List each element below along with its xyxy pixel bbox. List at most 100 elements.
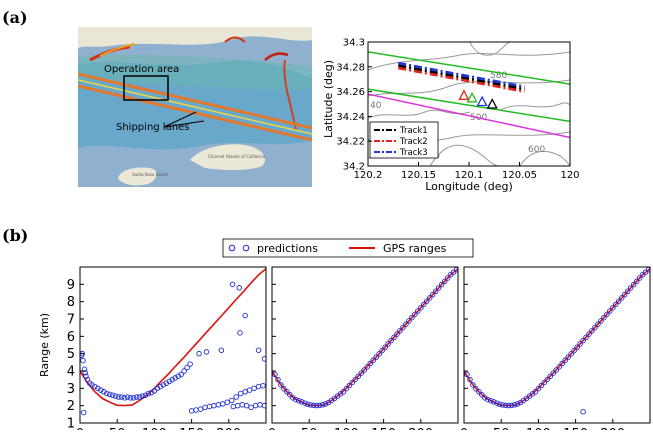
prediction-point	[429, 291, 436, 298]
prediction-point	[136, 394, 143, 400]
prediction-point	[184, 364, 190, 371]
prediction-point	[397, 328, 403, 334]
prediction-point	[418, 304, 424, 311]
range-y-tick-label: 2	[67, 399, 75, 414]
prediction-point	[95, 385, 101, 392]
track-y-tick-label-2: 34.24	[336, 112, 365, 123]
panel-b-label: (b)	[2, 226, 28, 245]
prediction-point	[385, 341, 391, 347]
contour-label-580: 580	[490, 71, 507, 81]
prediction-point	[272, 371, 278, 378]
prediction-point	[355, 373, 362, 379]
prediction-point	[237, 390, 244, 397]
map-arrow-2	[163, 120, 205, 128]
prediction-point	[104, 390, 110, 397]
range-subplot-1: 050100150200123456789	[67, 266, 267, 434]
track-x-tick-label-4: 120	[560, 170, 579, 181]
prediction-point	[406, 318, 412, 324]
prediction-point	[592, 324, 598, 331]
prediction-point	[505, 402, 512, 409]
receiver-triangle-1	[458, 89, 470, 100]
prediction-point	[89, 382, 95, 388]
range-y-tick-label: 5	[67, 347, 75, 362]
shipping-density-map: Operation area Shipping lanes Santa Rosa…	[78, 27, 312, 187]
prediction-point	[580, 337, 586, 344]
prediction-point	[293, 396, 299, 403]
prediction-point	[604, 311, 610, 318]
prediction-point	[218, 347, 225, 353]
range-y-tick-label: 1	[67, 417, 75, 431]
prediction-point	[124, 394, 131, 400]
prediction-point	[541, 379, 548, 386]
track-y-tick-label-0: 34.2	[343, 162, 365, 173]
legend-label-gps: GPS ranges	[383, 242, 447, 255]
prediction-point	[601, 314, 607, 321]
prediction-point	[565, 354, 571, 360]
prediction-point	[127, 395, 134, 401]
prediction-point	[562, 357, 568, 364]
prediction-point	[101, 389, 107, 395]
prediction-point	[160, 382, 167, 388]
prediction-point	[154, 385, 161, 392]
range-y-tick-label: 6	[67, 330, 75, 345]
prediction-point	[261, 402, 266, 409]
prediction-point	[237, 330, 243, 336]
prediction-point	[307, 402, 314, 408]
prediction-point	[115, 394, 122, 400]
prediction-point	[508, 402, 515, 409]
prediction-point	[260, 382, 266, 389]
prediction-point	[424, 298, 430, 304]
prediction-point	[80, 357, 86, 364]
prediction-point	[586, 331, 592, 337]
prediction-point	[187, 361, 193, 367]
prediction-point	[229, 281, 236, 288]
prediction-point	[246, 387, 253, 393]
prediction-point	[610, 304, 616, 311]
prediction-point	[491, 399, 497, 405]
track-legend-box	[369, 121, 439, 159]
prediction-point	[319, 402, 326, 408]
prediction-point	[242, 389, 248, 395]
prediction-point	[493, 400, 500, 406]
prediction-point	[301, 400, 308, 406]
range-y-tick-label: 7	[67, 313, 75, 328]
prediction-point	[621, 291, 628, 298]
map-mainland	[78, 27, 312, 48]
prediction-point	[438, 281, 445, 288]
map-label-operation-area: Operation area	[104, 64, 179, 75]
prediction-point	[82, 369, 88, 376]
prediction-point	[559, 360, 565, 367]
prediction-point	[80, 409, 87, 416]
prediction-point	[278, 382, 284, 388]
prediction-point	[514, 401, 521, 407]
prediction-point	[255, 347, 262, 353]
panel-a-label: (a)	[2, 8, 28, 27]
prediction-point	[98, 387, 104, 393]
prediction-point	[571, 347, 577, 354]
prediction-point	[145, 390, 152, 397]
map-hotspot-4	[264, 52, 289, 61]
track-legend-label-1: Track1	[399, 126, 428, 136]
prediction-point	[432, 288, 439, 295]
prediction-point	[532, 389, 539, 395]
track-legend-label-2: Track2	[399, 137, 428, 147]
prediction-point	[322, 401, 329, 407]
contour-line-6	[429, 144, 501, 166]
prediction-point	[92, 383, 98, 390]
prediction-point	[618, 295, 625, 301]
prediction-point	[574, 344, 580, 351]
track-line-track2	[398, 66, 525, 93]
track-y-label: Latitude (deg)	[322, 60, 335, 138]
track-y-tick-label-4: 34.28	[336, 62, 365, 73]
contour-line-9	[469, 42, 511, 56]
prediction-point	[550, 370, 557, 376]
legend-marker-predictions-1	[228, 244, 236, 252]
range-plot-area-1	[80, 267, 266, 423]
prediction-point	[178, 371, 184, 378]
range-legend: predictions GPS ranges	[222, 238, 474, 258]
prediction-point	[81, 366, 88, 373]
prediction-point	[340, 389, 347, 395]
prediction-point	[166, 378, 173, 385]
prediction-point	[157, 383, 164, 390]
